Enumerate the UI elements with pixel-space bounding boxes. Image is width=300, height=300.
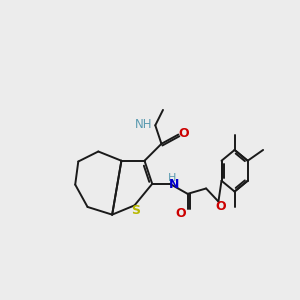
- Text: H: H: [168, 173, 176, 184]
- Text: O: O: [178, 127, 189, 140]
- Text: N: N: [169, 178, 179, 191]
- Text: O: O: [176, 207, 186, 220]
- Text: O: O: [215, 200, 226, 213]
- Text: NH: NH: [135, 118, 152, 131]
- Text: S: S: [131, 204, 140, 217]
